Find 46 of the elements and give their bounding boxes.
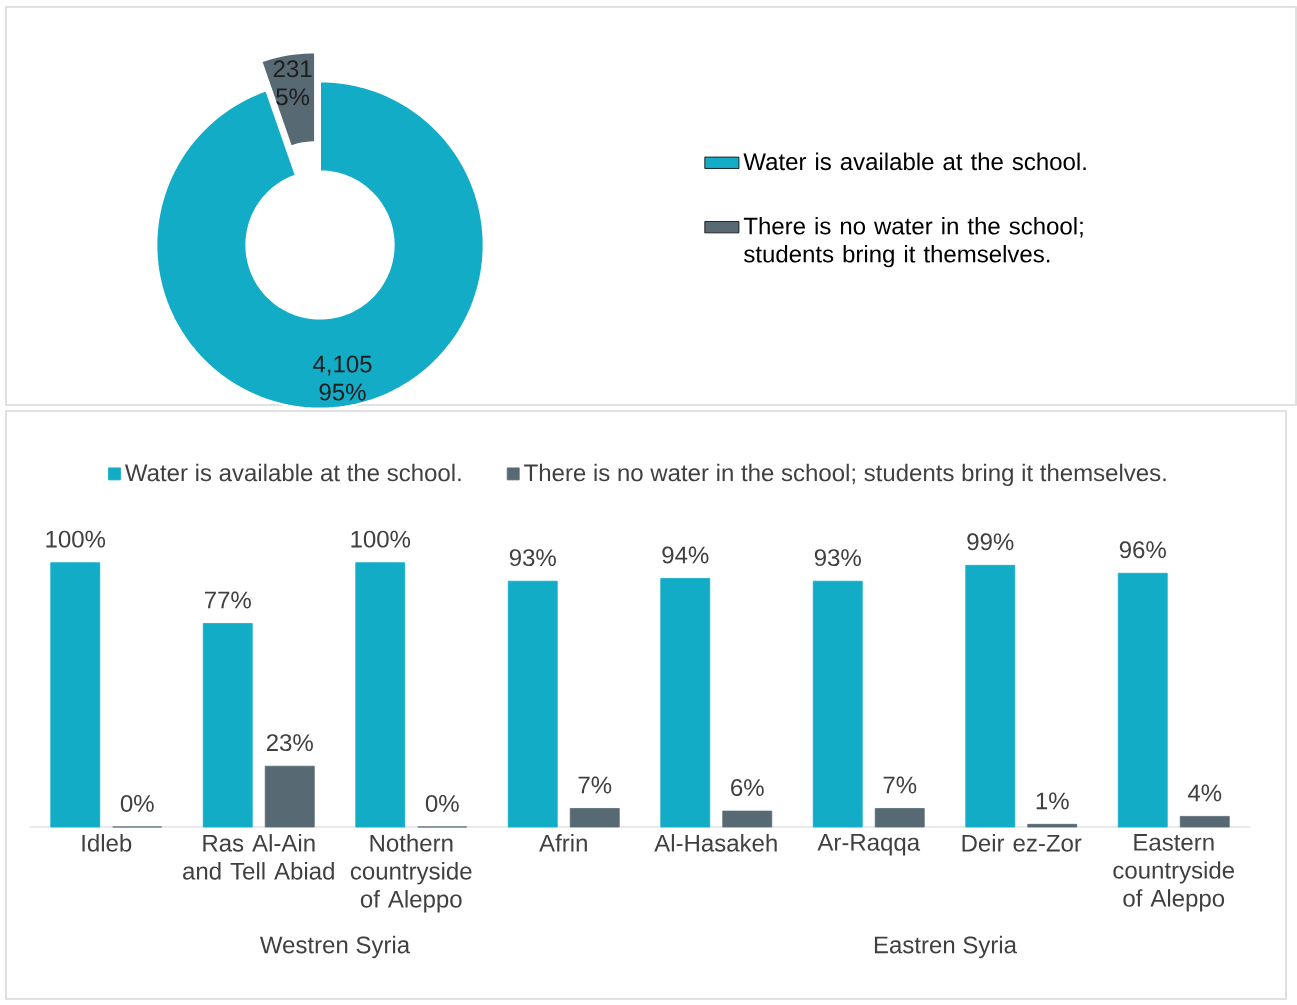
bar	[965, 564, 1016, 828]
x-tick-label: Al-Hasakeh	[654, 834, 777, 852]
data-label: 4%	[1187, 784, 1222, 802]
data-label: 100%	[351, 530, 411, 548]
bar	[1117, 572, 1168, 828]
bar	[660, 578, 711, 828]
data-label: 0%	[120, 794, 154, 812]
data-label: 94%	[662, 546, 709, 564]
bar	[355, 562, 406, 828]
x-tick-label: Afrin	[539, 834, 587, 852]
data-label: 7%	[578, 776, 612, 794]
x-tick-label: Ar-Raqqa	[817, 834, 921, 856]
bar	[264, 765, 315, 828]
data-label: 1%	[1036, 792, 1069, 810]
legend-label: There is no water in the school; students bring it themselves.	[524, 463, 1166, 487]
x-tick-label: Nothern countryside of Aleppo	[350, 834, 472, 913]
data-label: 7%	[883, 776, 917, 794]
bar	[1179, 816, 1230, 828]
bar	[812, 580, 863, 828]
data-label: 96%	[1119, 541, 1166, 559]
bar	[507, 580, 558, 828]
data-label: 4,105 95%	[313, 355, 372, 401]
legend-label: Water is available at the school.	[124, 463, 461, 482]
data-label: 0%	[425, 794, 459, 812]
x-tick-label: Eastern countryside of Aleppo	[1113, 834, 1235, 912]
bar	[202, 623, 253, 828]
x-tick-label: Ras Al-Ain and Tell Abiad	[183, 834, 334, 880]
text: Eastren Syria	[874, 935, 1017, 959]
bar	[874, 808, 925, 828]
text: Westren Syria	[259, 935, 411, 959]
bar	[1027, 823, 1078, 828]
bar	[722, 810, 773, 828]
data-label: 77%	[204, 591, 251, 609]
bar	[569, 808, 620, 828]
data-label: 231 5%	[273, 60, 312, 106]
x-tick-label: Deir ez-Zor	[962, 834, 1082, 852]
data-label: 100%	[46, 530, 106, 548]
data-label: 99%	[967, 533, 1014, 551]
legend-label: There is no water in the school; students bring it themselves.	[743, 216, 1083, 268]
data-label: 6%	[731, 779, 764, 797]
data-label: 93%	[814, 549, 861, 567]
x-tick-label: Idleb	[82, 834, 132, 852]
legend-label: Water is available at the school.	[743, 152, 1086, 171]
data-label: 23%	[266, 734, 313, 752]
data-label: 93%	[509, 549, 556, 567]
bar	[50, 562, 101, 828]
